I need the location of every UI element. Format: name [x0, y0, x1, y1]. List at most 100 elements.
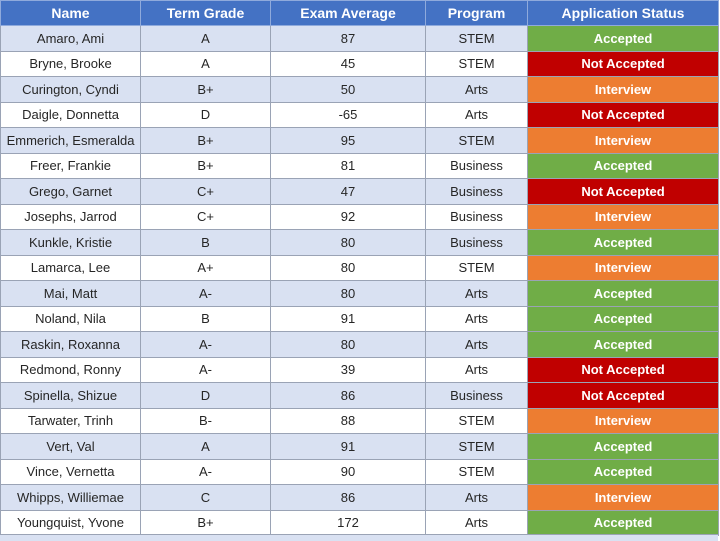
exam-average-cell[interactable]: 39	[270, 356, 426, 383]
name-cell[interactable]: Kunkle, Kristie	[0, 229, 141, 256]
exam-average-cell[interactable]: 50	[270, 76, 426, 103]
application-status-cell[interactable]: Interview	[527, 127, 719, 154]
exam-average-cell[interactable]: 80	[270, 331, 426, 358]
term-grade-cell[interactable]: A	[140, 433, 271, 460]
name-cell[interactable]: Redmond, Ronny	[0, 356, 141, 383]
exam-average-cell[interactable]: 80	[270, 280, 426, 307]
application-status-cell[interactable]: Not Accepted	[527, 382, 719, 409]
application-status-cell[interactable]: Not Accepted	[527, 178, 719, 205]
term-grade-cell[interactable]: C	[140, 484, 271, 511]
program-cell[interactable]: STEM	[425, 25, 528, 52]
exam-average-cell[interactable]: -65	[270, 101, 426, 128]
term-grade-cell[interactable]: A-	[140, 280, 271, 307]
name-cell[interactable]: Amaro, Ami	[0, 25, 141, 52]
exam-average-cell[interactable]: 87	[270, 25, 426, 52]
term-grade-cell[interactable]: B+	[140, 127, 271, 154]
name-cell[interactable]: Grego, Garnet	[0, 178, 141, 205]
program-cell[interactable]: Arts	[425, 280, 528, 307]
name-cell[interactable]: Raskin, Roxanna	[0, 331, 141, 358]
term-grade-cell[interactable]: B-	[140, 407, 271, 434]
application-status-cell[interactable]: Accepted	[527, 280, 719, 307]
term-grade-cell[interactable]: A	[140, 50, 271, 77]
application-status-cell[interactable]: Interview	[527, 254, 719, 281]
exam-average-cell[interactable]: 91	[270, 433, 426, 460]
name-cell[interactable]: Spinella, Shizue	[0, 382, 141, 409]
term-grade-cell[interactable]: C+	[140, 178, 271, 205]
exam-average-cell[interactable]: 90	[270, 458, 426, 485]
exam-average-cell[interactable]: 88	[270, 407, 426, 434]
application-status-cell[interactable]: Accepted	[527, 152, 719, 179]
column-header-term-grade[interactable]: Term Grade	[140, 0, 271, 26]
program-cell[interactable]: Arts	[425, 101, 528, 128]
program-cell[interactable]: Arts	[425, 305, 528, 332]
program-cell[interactable]: Business	[425, 382, 528, 409]
program-cell[interactable]: STEM	[425, 254, 528, 281]
column-header-name[interactable]: Name	[0, 0, 141, 26]
exam-average-cell[interactable]: 92	[270, 203, 426, 230]
program-cell[interactable]: STEM	[425, 458, 528, 485]
application-status-cell[interactable]: Not Accepted	[527, 50, 719, 77]
term-grade-cell[interactable]: D	[140, 382, 271, 409]
term-grade-cell[interactable]: B	[140, 305, 271, 332]
term-grade-cell[interactable]: A-	[140, 331, 271, 358]
program-cell[interactable]: STEM	[425, 407, 528, 434]
term-grade-cell[interactable]: A+	[140, 254, 271, 281]
exam-average-cell[interactable]: 95	[270, 127, 426, 154]
application-status-cell[interactable]: Accepted	[527, 458, 719, 485]
exam-average-cell[interactable]: 91	[270, 305, 426, 332]
exam-average-cell[interactable]: 86	[270, 382, 426, 409]
name-cell[interactable]: Curington, Cyndi	[0, 76, 141, 103]
term-grade-cell[interactable]: B+	[140, 509, 271, 536]
term-grade-cell[interactable]: A	[140, 25, 271, 52]
name-cell[interactable]: Emmerich, Esmeralda	[0, 127, 141, 154]
term-grade-cell[interactable]: B	[140, 229, 271, 256]
application-status-cell[interactable]: Accepted	[527, 229, 719, 256]
program-cell[interactable]: STEM	[425, 50, 528, 77]
application-status-cell[interactable]: Accepted	[527, 433, 719, 460]
term-grade-cell[interactable]: D	[140, 101, 271, 128]
exam-average-cell[interactable]: 80	[270, 254, 426, 281]
program-cell[interactable]: Arts	[425, 484, 528, 511]
exam-average-cell[interactable]: 45	[270, 50, 426, 77]
application-status-cell[interactable]: Not Accepted	[527, 356, 719, 383]
name-cell[interactable]: Tarwater, Trinh	[0, 407, 141, 434]
application-status-cell[interactable]: Not Accepted	[527, 101, 719, 128]
program-cell[interactable]: Business	[425, 178, 528, 205]
exam-average-cell[interactable]: 86	[270, 484, 426, 511]
name-cell[interactable]: Bryne, Brooke	[0, 50, 141, 77]
term-grade-cell[interactable]: C+	[140, 203, 271, 230]
name-cell[interactable]: Vert, Val	[0, 433, 141, 460]
exam-average-cell[interactable]: 47	[270, 178, 426, 205]
application-status-cell[interactable]: Interview	[527, 203, 719, 230]
program-cell[interactable]: Business	[425, 203, 528, 230]
application-status-cell[interactable]: Accepted	[527, 509, 719, 536]
application-status-cell[interactable]: Accepted	[527, 305, 719, 332]
name-cell[interactable]: Lamarca, Lee	[0, 254, 141, 281]
program-cell[interactable]: Business	[425, 152, 528, 179]
application-status-cell[interactable]: Accepted	[527, 331, 719, 358]
name-cell[interactable]: Daigle, Donnetta	[0, 101, 141, 128]
exam-average-cell[interactable]: 172	[270, 509, 426, 536]
exam-average-cell[interactable]: 81	[270, 152, 426, 179]
column-header-exam-average[interactable]: Exam Average	[270, 0, 426, 26]
program-cell[interactable]: Arts	[425, 331, 528, 358]
name-cell[interactable]: Noland, Nila	[0, 305, 141, 332]
exam-average-cell[interactable]: 80	[270, 229, 426, 256]
program-cell[interactable]: Business	[425, 229, 528, 256]
name-cell[interactable]: Mai, Matt	[0, 280, 141, 307]
term-grade-cell[interactable]: A-	[140, 356, 271, 383]
name-cell[interactable]: Youngquist, Yvone	[0, 509, 141, 536]
name-cell[interactable]: Freer, Frankie	[0, 152, 141, 179]
name-cell[interactable]: Vince, Vernetta	[0, 458, 141, 485]
program-cell[interactable]: STEM	[425, 127, 528, 154]
program-cell[interactable]: Arts	[425, 76, 528, 103]
program-cell[interactable]: Arts	[425, 509, 528, 536]
name-cell[interactable]: Josephs, Jarrod	[0, 203, 141, 230]
application-status-cell[interactable]: Interview	[527, 484, 719, 511]
column-header-program[interactable]: Program	[425, 0, 528, 26]
term-grade-cell[interactable]: B+	[140, 76, 271, 103]
term-grade-cell[interactable]: A-	[140, 458, 271, 485]
name-cell[interactable]: Whipps, Williemae	[0, 484, 141, 511]
column-header-application-status[interactable]: Application Status	[527, 0, 719, 26]
application-status-cell[interactable]: Interview	[527, 407, 719, 434]
